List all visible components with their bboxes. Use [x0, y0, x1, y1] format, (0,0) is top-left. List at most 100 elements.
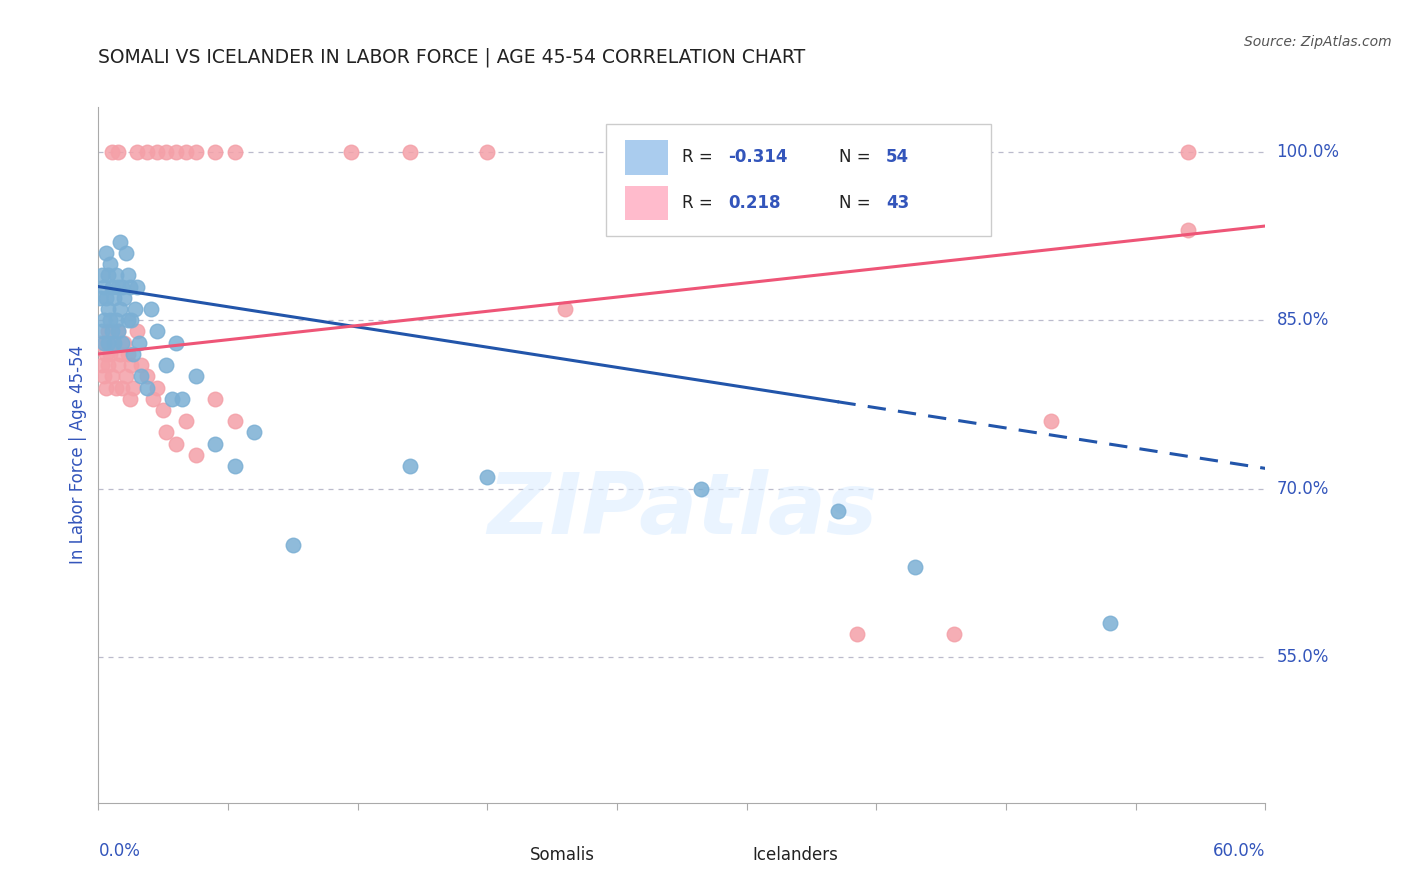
Point: [107, 145, 129, 159]
Point: [96, 381, 118, 395]
Point: [184, 448, 207, 462]
Point: [104, 268, 127, 283]
Point: [124, 301, 146, 316]
Point: [184, 145, 207, 159]
Point: [142, 392, 165, 406]
Point: [904, 560, 927, 574]
Point: [101, 145, 124, 159]
Point: [107, 325, 129, 339]
Point: [111, 381, 134, 395]
Point: [114, 369, 136, 384]
Point: [165, 335, 187, 350]
Point: [165, 436, 187, 450]
Point: [104, 381, 127, 395]
Point: [97, 335, 120, 350]
Point: [93, 335, 115, 350]
FancyBboxPatch shape: [471, 842, 520, 870]
Point: [98, 257, 121, 271]
Text: SOMALI VS ICELANDER IN LABOR FORCE | AGE 45-54 CORRELATION CHART: SOMALI VS ICELANDER IN LABOR FORCE | AGE…: [98, 47, 806, 67]
Point: [103, 335, 125, 350]
Point: [243, 425, 266, 440]
Point: [129, 358, 152, 372]
Point: [111, 279, 134, 293]
Text: 85.0%: 85.0%: [1277, 311, 1329, 329]
Point: [121, 313, 143, 327]
Point: [146, 145, 169, 159]
Point: [204, 436, 226, 450]
Point: [93, 369, 115, 384]
Point: [107, 325, 129, 339]
Text: Icelanders: Icelanders: [752, 846, 838, 864]
Text: 70.0%: 70.0%: [1277, 480, 1329, 498]
Point: [91, 268, 114, 283]
Point: [398, 145, 420, 159]
Point: [204, 392, 226, 406]
Text: R =: R =: [682, 148, 718, 166]
Text: 54: 54: [886, 148, 910, 166]
Point: [98, 313, 121, 327]
Y-axis label: In Labor Force | Age 45-54: In Labor Force | Age 45-54: [69, 345, 87, 565]
Point: [184, 369, 207, 384]
Point: [108, 347, 131, 361]
Point: [204, 145, 226, 159]
Point: [139, 301, 162, 316]
Point: [340, 145, 363, 159]
Point: [827, 504, 849, 518]
Point: [129, 369, 152, 384]
Point: [787, 145, 810, 159]
FancyBboxPatch shape: [692, 842, 741, 870]
Point: [1177, 145, 1199, 159]
Point: [136, 381, 159, 395]
Point: [101, 369, 124, 384]
Point: [155, 358, 177, 372]
Point: [103, 335, 125, 350]
Point: [174, 414, 197, 428]
Point: [128, 335, 150, 350]
Point: [101, 325, 124, 339]
Text: 0.0%: 0.0%: [98, 842, 141, 860]
Point: [117, 313, 139, 327]
Point: [690, 145, 713, 159]
Point: [787, 145, 810, 159]
Point: [152, 403, 174, 417]
Point: [93, 313, 115, 327]
Text: ZIPatlas: ZIPatlas: [486, 469, 877, 552]
Text: 0.218: 0.218: [728, 194, 782, 212]
Point: [91, 358, 114, 372]
Point: [111, 335, 134, 350]
Point: [89, 291, 111, 305]
Point: [174, 145, 197, 159]
Point: [127, 279, 149, 293]
Point: [224, 145, 246, 159]
Point: [108, 301, 131, 316]
Point: [136, 145, 159, 159]
Point: [845, 627, 868, 641]
Point: [117, 347, 139, 361]
Text: Source: ZipAtlas.com: Source: ZipAtlas.com: [1244, 35, 1392, 49]
Text: Somalis: Somalis: [530, 846, 595, 864]
Point: [281, 538, 304, 552]
Point: [93, 279, 115, 293]
FancyBboxPatch shape: [624, 186, 668, 220]
Point: [103, 291, 125, 305]
Point: [97, 268, 120, 283]
Point: [97, 301, 120, 316]
Point: [170, 392, 193, 406]
Point: [146, 381, 169, 395]
Point: [127, 325, 149, 339]
Point: [127, 145, 149, 159]
Point: [91, 325, 114, 339]
Point: [554, 301, 576, 316]
Point: [121, 358, 143, 372]
Point: [943, 627, 966, 641]
Point: [104, 313, 127, 327]
Point: [101, 279, 124, 293]
Point: [671, 145, 693, 159]
Point: [122, 347, 145, 361]
Point: [477, 470, 499, 484]
Point: [146, 325, 169, 339]
Point: [96, 291, 118, 305]
Point: [1098, 616, 1121, 631]
Point: [107, 358, 129, 372]
Point: [96, 246, 118, 260]
